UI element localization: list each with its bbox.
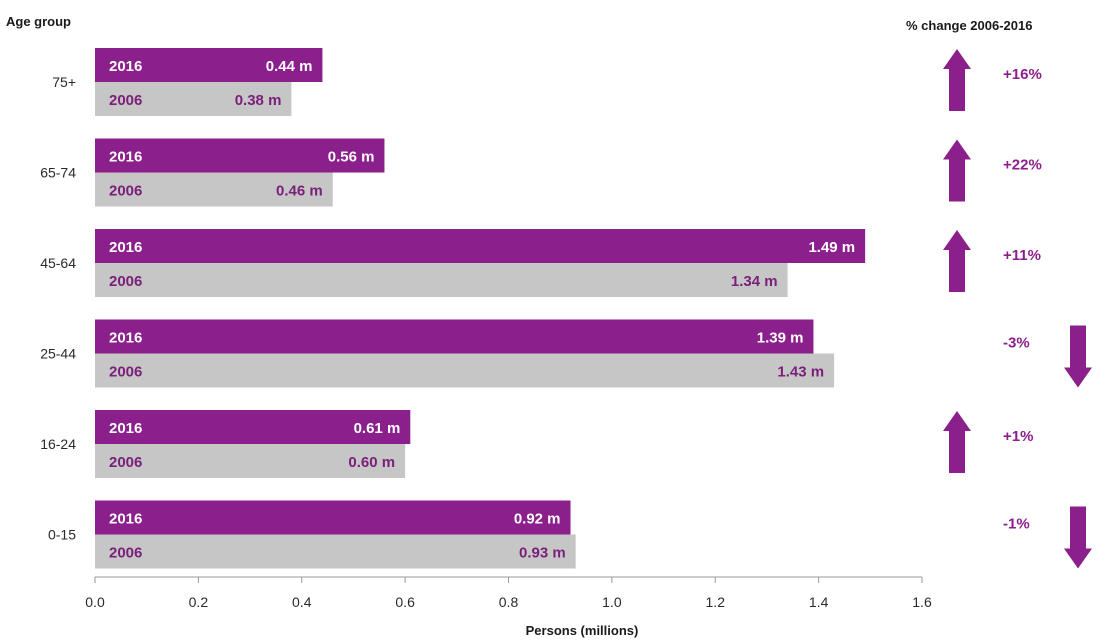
x-tick-label: 0.2	[189, 594, 209, 610]
pct-change-item: +22%	[943, 139, 1042, 202]
bar-2016-series-label: 2016	[109, 58, 142, 75]
bar-2016-series-label: 2016	[109, 420, 142, 437]
bar-2006	[95, 82, 292, 116]
pct-change-label: +16%	[1003, 66, 1042, 83]
x-tick-label: 0.8	[499, 594, 519, 610]
bar-2016-series-label: 2016	[109, 149, 142, 166]
pct-change-title: % change 2006-2016	[906, 18, 1032, 33]
bar-2016-value-label: 0.44 m	[266, 58, 313, 75]
bar-2016-series-label: 2016	[109, 239, 142, 256]
x-tick-label: 1.2	[706, 594, 726, 610]
bar-2006-series-label: 2006	[109, 545, 142, 562]
category-group-65-74: 65-74 2006 0.46 m 2016 0.56 m	[40, 138, 385, 207]
pct-change-item: +11%	[943, 230, 1041, 292]
bar-2016-series-label: 2016	[109, 330, 142, 347]
category-label: 0-15	[48, 527, 76, 543]
bars-layer: 75+ 2006 0.38 m 2016 0.44 m 65-74 2006 0.46 m 20…	[40, 48, 866, 569]
bar-2006-value-label: 0.46 m	[276, 183, 323, 200]
bar-2006	[95, 444, 406, 478]
pct-change-label: +22%	[1003, 157, 1042, 174]
bar-2006	[95, 263, 788, 297]
arrow-up-icon	[943, 411, 971, 473]
bar-2006-series-label: 2006	[109, 273, 142, 290]
pct-change-label: -1%	[1003, 516, 1030, 533]
arrow-down-icon	[1064, 325, 1092, 388]
arrow-up-icon	[943, 230, 971, 292]
bar-2006	[95, 534, 576, 569]
bar-2016-value-label: 0.61 m	[354, 420, 401, 437]
bar-2006-value-label: 1.43 m	[777, 364, 824, 381]
bar-2016-value-label: 1.39 m	[757, 330, 804, 347]
x-tick-label: 0.4	[292, 594, 312, 610]
category-label: 16-24	[40, 436, 76, 452]
x-tick-label: 1.4	[809, 594, 829, 610]
pct-change-item: -1%	[1003, 506, 1092, 569]
bar-2006-value-label: 0.38 m	[235, 92, 282, 109]
bar-2006-series-label: 2006	[109, 92, 142, 109]
arrow-up-icon	[943, 139, 971, 202]
x-axis: 0.0 0.2 0.4 0.6 0.8 1.0 1.2 1.4 1.6	[85, 576, 932, 610]
bar-2016-series-label: 2016	[109, 511, 142, 528]
bar-2006	[95, 172, 333, 207]
category-label: 75+	[52, 74, 76, 90]
bar-2016	[95, 319, 814, 354]
x-tick-label: 1.0	[602, 594, 622, 610]
arrow-up-icon	[943, 49, 971, 111]
bar-2006	[95, 353, 835, 388]
arrow-down-icon	[1064, 506, 1092, 569]
bar-2006-series-label: 2006	[109, 183, 142, 200]
pct-change-item: +1%	[943, 411, 1033, 473]
bar-2006-value-label: 0.60 m	[348, 454, 395, 471]
category-group-25-44: 25-44 2006 1.43 m 2016 1.39 m	[40, 319, 835, 388]
category-label: 25-44	[40, 346, 76, 362]
category-label: 65-74	[40, 165, 76, 181]
bar-2016-value-label: 1.49 m	[808, 239, 855, 256]
bar-2016-value-label: 0.56 m	[328, 149, 375, 166]
category-group-0-15: 0-15 2006 0.93 m 2016 0.92 m	[48, 500, 576, 569]
pct-change-label: +11%	[1003, 247, 1041, 264]
x-axis-title: Persons (millions)	[526, 623, 639, 638]
bar-2006-value-label: 0.93 m	[519, 545, 566, 562]
x-tick-label: 0.0	[85, 594, 105, 610]
bar-2016	[95, 410, 411, 444]
bar-2016-value-label: 0.92 m	[514, 511, 561, 528]
category-group-45-64: 45-64 2006 1.34 m 2016 1.49 m	[40, 229, 866, 297]
pct-change-column: +16% +22% +11% -3% +1% -1%	[943, 49, 1092, 569]
bar-2016	[95, 229, 866, 263]
bar-2016	[95, 138, 385, 173]
bar-2016	[95, 48, 323, 82]
pct-change-item: +16%	[943, 49, 1042, 111]
bar-2006-series-label: 2006	[109, 454, 142, 471]
bar-2006-value-label: 1.34 m	[731, 273, 778, 290]
x-tick-label: 0.6	[395, 594, 415, 610]
y-axis-title: Age group	[6, 14, 71, 29]
category-group-16-24: 16-24 2006 0.60 m 2016 0.61 m	[40, 410, 411, 478]
pct-change-label: -3%	[1003, 335, 1030, 352]
pct-change-item: -3%	[1003, 325, 1092, 388]
category-group-75+: 75+ 2006 0.38 m 2016 0.44 m	[52, 48, 323, 116]
bar-2016	[95, 500, 571, 535]
x-tick-label: 1.6	[912, 594, 932, 610]
bar-2006-series-label: 2006	[109, 364, 142, 381]
category-label: 45-64	[40, 255, 76, 271]
pct-change-label: +1%	[1003, 428, 1033, 445]
